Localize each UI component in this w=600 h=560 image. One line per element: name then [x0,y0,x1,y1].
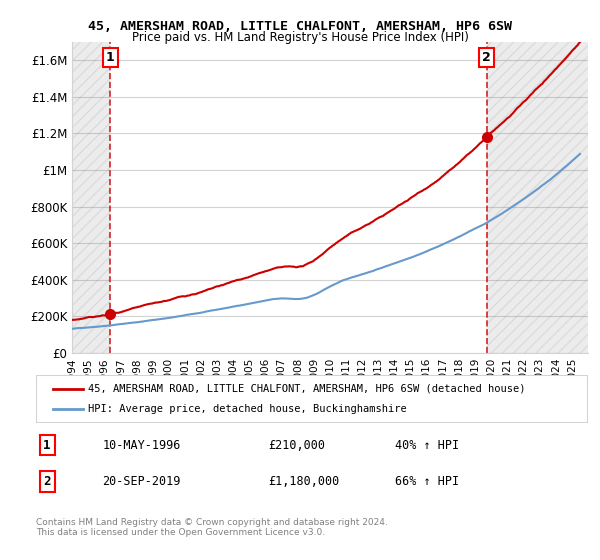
Text: 2: 2 [43,475,51,488]
Text: 10-MAY-1996: 10-MAY-1996 [102,438,181,451]
Text: HPI: Average price, detached house, Buckinghamshire: HPI: Average price, detached house, Buck… [88,404,407,414]
Text: 45, AMERSHAM ROAD, LITTLE CHALFONT, AMERSHAM, HP6 6SW: 45, AMERSHAM ROAD, LITTLE CHALFONT, AMER… [88,20,512,32]
Text: £210,000: £210,000 [268,438,325,451]
Text: 66% ↑ HPI: 66% ↑ HPI [395,475,459,488]
Bar [72,42,110,353]
Text: Price paid vs. HM Land Registry's House Price Index (HPI): Price paid vs. HM Land Registry's House … [131,31,469,44]
Text: Contains HM Land Registry data © Crown copyright and database right 2024.
This d: Contains HM Land Registry data © Crown c… [36,518,388,538]
Text: 1: 1 [43,438,51,451]
Text: 2: 2 [482,52,491,64]
FancyBboxPatch shape [36,375,588,423]
Text: 40% ↑ HPI: 40% ↑ HPI [395,438,459,451]
Text: 45, AMERSHAM ROAD, LITTLE CHALFONT, AMERSHAM, HP6 6SW (detached house): 45, AMERSHAM ROAD, LITTLE CHALFONT, AMER… [88,384,526,394]
Bar [487,42,588,353]
Text: 20-SEP-2019: 20-SEP-2019 [102,475,181,488]
Text: £1,180,000: £1,180,000 [268,475,339,488]
Text: 1: 1 [106,52,115,64]
